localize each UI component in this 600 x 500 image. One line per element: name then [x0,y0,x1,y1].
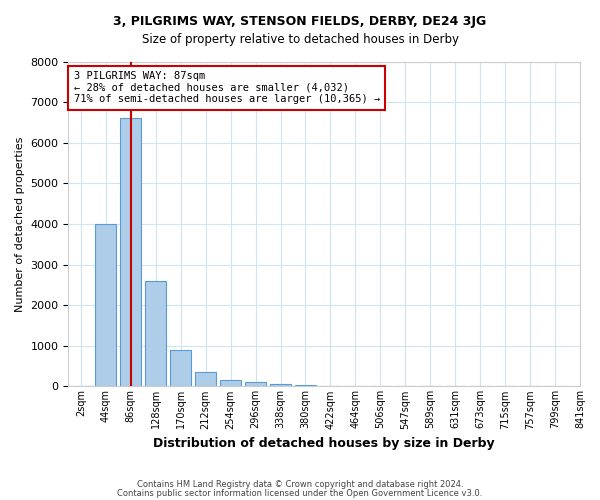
Text: 3, PILGRIMS WAY, STENSON FIELDS, DERBY, DE24 3JG: 3, PILGRIMS WAY, STENSON FIELDS, DERBY, … [113,15,487,28]
Bar [120,118,142,386]
Bar [295,385,316,386]
Text: 3 PILGRIMS WAY: 87sqm
← 28% of detached houses are smaller (4,032)
71% of semi-d: 3 PILGRIMS WAY: 87sqm ← 28% of detached … [74,71,380,104]
Bar [145,281,166,386]
Bar [195,372,216,386]
Y-axis label: Number of detached properties: Number of detached properties [15,136,25,312]
Bar [95,224,116,386]
Bar [270,384,291,386]
Bar [170,350,191,387]
Bar [245,382,266,386]
Bar [220,380,241,386]
Text: Contains public sector information licensed under the Open Government Licence v3: Contains public sector information licen… [118,488,482,498]
Text: Contains HM Land Registry data © Crown copyright and database right 2024.: Contains HM Land Registry data © Crown c… [137,480,463,489]
X-axis label: Distribution of detached houses by size in Derby: Distribution of detached houses by size … [154,437,495,450]
Text: Size of property relative to detached houses in Derby: Size of property relative to detached ho… [142,32,458,46]
